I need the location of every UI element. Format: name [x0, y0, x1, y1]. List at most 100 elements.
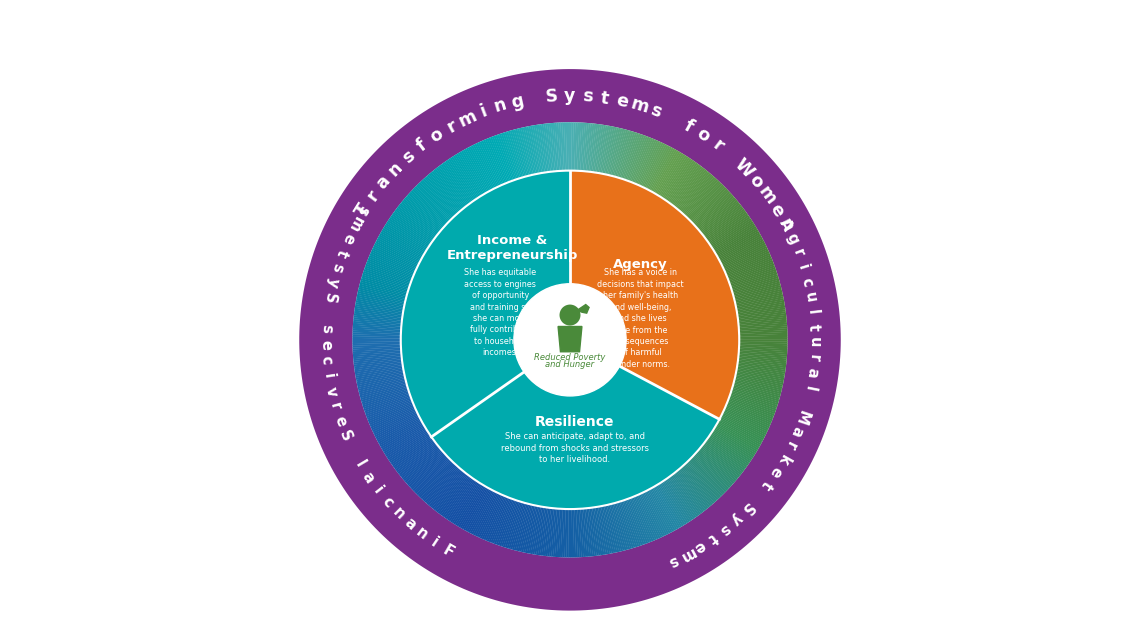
Polygon shape — [725, 253, 771, 274]
Text: i: i — [320, 372, 336, 379]
Polygon shape — [625, 134, 643, 180]
Polygon shape — [725, 251, 770, 272]
Polygon shape — [503, 132, 519, 179]
Polygon shape — [717, 422, 760, 447]
Polygon shape — [612, 129, 626, 176]
Polygon shape — [724, 410, 768, 432]
Polygon shape — [642, 142, 663, 187]
Polygon shape — [466, 147, 490, 191]
Text: n: n — [389, 504, 407, 522]
Polygon shape — [662, 481, 691, 522]
Polygon shape — [595, 507, 604, 555]
Polygon shape — [583, 123, 589, 171]
Polygon shape — [567, 509, 569, 558]
Polygon shape — [405, 197, 442, 230]
Polygon shape — [381, 423, 424, 449]
Polygon shape — [630, 137, 650, 183]
Polygon shape — [739, 336, 788, 338]
Polygon shape — [622, 133, 640, 179]
Polygon shape — [581, 508, 587, 557]
Polygon shape — [361, 388, 408, 404]
Polygon shape — [356, 369, 404, 380]
Polygon shape — [499, 500, 516, 546]
Polygon shape — [570, 509, 572, 558]
Polygon shape — [668, 162, 698, 203]
Polygon shape — [659, 483, 685, 526]
Polygon shape — [579, 509, 584, 557]
Polygon shape — [685, 462, 720, 499]
Polygon shape — [361, 276, 408, 292]
Polygon shape — [677, 469, 710, 508]
Polygon shape — [720, 415, 765, 438]
Polygon shape — [648, 147, 673, 190]
Polygon shape — [512, 129, 527, 177]
Polygon shape — [702, 444, 742, 475]
Polygon shape — [619, 501, 636, 548]
Polygon shape — [687, 460, 723, 496]
Polygon shape — [357, 295, 405, 306]
Polygon shape — [435, 473, 467, 513]
Polygon shape — [529, 506, 539, 554]
Polygon shape — [373, 246, 417, 269]
Polygon shape — [384, 224, 426, 252]
Text: a: a — [373, 172, 394, 192]
Polygon shape — [504, 132, 521, 179]
Polygon shape — [440, 164, 471, 204]
Polygon shape — [572, 122, 576, 171]
Polygon shape — [709, 435, 749, 465]
Polygon shape — [706, 439, 747, 469]
Polygon shape — [709, 216, 750, 246]
Polygon shape — [576, 122, 579, 171]
Polygon shape — [366, 399, 413, 418]
Polygon shape — [650, 488, 674, 532]
Text: t: t — [758, 478, 775, 492]
Polygon shape — [606, 504, 619, 553]
Polygon shape — [711, 219, 752, 247]
Text: r: r — [327, 401, 343, 412]
Text: m: m — [455, 106, 479, 130]
Polygon shape — [521, 128, 534, 175]
Polygon shape — [736, 370, 784, 381]
Polygon shape — [684, 179, 718, 216]
Polygon shape — [562, 509, 565, 558]
Polygon shape — [553, 123, 559, 171]
Polygon shape — [656, 152, 682, 195]
Text: She has equitable
access to engines
of opportunity
and training so
she can more
: She has equitable access to engines of o… — [464, 268, 537, 357]
Polygon shape — [723, 411, 767, 433]
Polygon shape — [374, 413, 418, 436]
Polygon shape — [702, 204, 741, 236]
Polygon shape — [401, 171, 570, 437]
Polygon shape — [722, 413, 766, 437]
Polygon shape — [451, 156, 479, 198]
Polygon shape — [661, 156, 689, 198]
Polygon shape — [352, 344, 401, 348]
Polygon shape — [694, 453, 732, 487]
Text: Reduced Poverty: Reduced Poverty — [535, 353, 605, 362]
Polygon shape — [705, 442, 744, 472]
Polygon shape — [353, 323, 401, 328]
Polygon shape — [700, 200, 738, 232]
Polygon shape — [495, 135, 513, 181]
Polygon shape — [464, 149, 489, 192]
Polygon shape — [480, 141, 502, 186]
Polygon shape — [735, 296, 783, 308]
Text: s: s — [355, 203, 372, 218]
Polygon shape — [592, 124, 601, 172]
Polygon shape — [613, 129, 628, 177]
Polygon shape — [491, 136, 511, 182]
Text: n: n — [775, 215, 797, 235]
Polygon shape — [732, 276, 779, 292]
Polygon shape — [587, 124, 595, 172]
Polygon shape — [666, 478, 695, 519]
Text: s: s — [717, 520, 733, 537]
Polygon shape — [738, 315, 787, 322]
Polygon shape — [736, 300, 784, 310]
Polygon shape — [556, 509, 561, 557]
Polygon shape — [570, 122, 572, 171]
Polygon shape — [577, 122, 581, 171]
Polygon shape — [357, 296, 405, 308]
Polygon shape — [714, 428, 756, 455]
Polygon shape — [636, 139, 657, 185]
Polygon shape — [727, 400, 773, 420]
Polygon shape — [698, 197, 735, 230]
